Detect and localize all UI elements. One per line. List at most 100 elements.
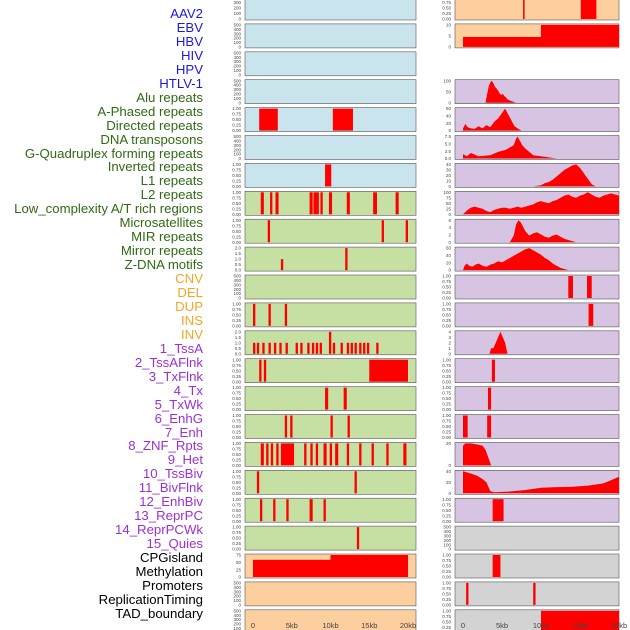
y-tick-label: 0.50 [232,313,241,318]
y-tick-label: 1.0 [235,340,242,345]
panel-background [454,358,620,384]
data-bar [304,443,307,466]
data-bar [320,192,323,215]
track-label: 13_ReprPC [134,508,203,524]
right-panel: 40 20 0 [446,469,620,496]
x-tick-label: 5kb [496,621,508,630]
track-label: Alu repeats [136,89,203,105]
y-tick-label: 0 [238,100,241,105]
y-tick-label: 400 [233,83,241,88]
panel-background [244,246,417,272]
y-tick-label: 1.00 [442,581,451,586]
y-tick-label: 0.00 [442,17,451,22]
y-tick-label: 0.25 [232,234,241,239]
right-panel: 1.000.750.500.250.00 [442,413,620,440]
y-tick-label: 0.00 [442,296,451,301]
data-bar [253,342,256,354]
y-tick-label: 0.50 [442,396,451,401]
y-tick-label: 1.5 [235,251,242,256]
left-panel: 1.000.750.500.250.00 [232,469,417,496]
y-tick-label: 1.00 [442,274,451,279]
y-tick-label: 0.00 [442,379,451,384]
track-label: Z-DNA motifs [124,257,203,273]
right-panel: 60 40 20 0 [446,246,620,273]
track-label: 12_EnhBiv [139,494,203,510]
data-bar [363,342,366,354]
y-tick-label: 0.75 [232,474,241,479]
data-bar [568,276,573,298]
y-tick-label: 20 [446,441,452,446]
data-bar [300,342,303,354]
y-tick-label: 0.25 [232,179,241,184]
y-tick-label: 500 [233,608,241,613]
data-bar [403,443,407,466]
track-label: Directed repeats [106,117,203,133]
y-tick-label: 0.75 [442,279,451,284]
x-tick-label: 10kb [322,621,338,630]
y-tick-label: 0.50 [232,480,241,485]
data-bar [376,342,379,354]
y-tick-label: 300 [233,589,241,594]
data-bar [373,192,377,215]
panel-background [244,469,417,495]
y-tick-label: 2 [448,232,451,237]
y-tick-label: 25 [446,206,452,211]
data-bar [580,0,597,19]
y-tick-label: 100 [443,78,451,83]
panel-background [244,218,417,244]
data-bar [260,192,264,215]
y-tick-label: 400 [443,529,451,534]
left-panel: 2.01.51.00.50.0 [235,246,417,273]
y-tick-label: 0.50 [232,536,241,541]
y-tick-label: 100 [233,626,241,630]
y-tick-label: 0.25 [232,485,241,490]
y-tick-label: 0.00 [232,491,241,496]
y-tick-label: 0.5 [235,262,242,267]
y-tick-label: 0.25 [232,513,241,518]
y-tick-label: 0.50 [442,592,451,597]
y-tick-label: 0.50 [442,619,451,624]
y-tick-label: 0 [238,156,241,161]
y-tick-label: 0.00 [232,379,241,384]
y-tick-label: 2.5 [445,149,452,154]
data-bar [330,555,408,577]
y-tick-label: 0.25 [232,402,241,407]
y-tick-label: 1.00 [442,302,451,307]
left-panel: 1.000.750.500.250.00 [232,190,417,217]
y-tick-label: 200 [233,36,241,41]
x-tick-label: 0 [251,621,255,630]
y-tick-label: 0 [448,351,451,356]
y-tick-label: 1.00 [232,469,241,474]
y-tick-label: 0.25 [232,430,241,435]
y-tick-label: 0 [238,17,241,22]
data-bar [279,342,282,354]
data-bar [290,415,293,438]
data-bar [313,192,319,215]
data-bar [328,331,332,354]
y-tick-label: 300 [233,59,241,64]
data-bar [346,192,350,215]
y-tick-label: 0.00 [442,519,451,524]
panel-background [454,553,620,579]
y-tick-label: 50 [446,89,452,94]
data-bar [332,108,353,131]
track-label: HTLV-1 [159,75,203,91]
y-tick-label: 0.00 [232,547,241,552]
y-tick-label: 0.75 [232,363,241,368]
y-tick-label: 1.00 [232,497,241,502]
data-bar [588,303,594,326]
data-bar [354,342,357,354]
y-tick-label: 0.75 [442,0,451,5]
y-tick-label: 200 [233,147,241,152]
data-bar [262,342,265,354]
panel-background [454,163,620,188]
track-label: HIV [181,47,203,63]
right-panel: 1.000.750.500.250.00 [442,581,620,608]
y-tick-label: 1.00 [442,385,451,390]
y-tick-label: 1.00 [232,162,241,167]
y-tick-label: 0.75 [232,195,241,200]
